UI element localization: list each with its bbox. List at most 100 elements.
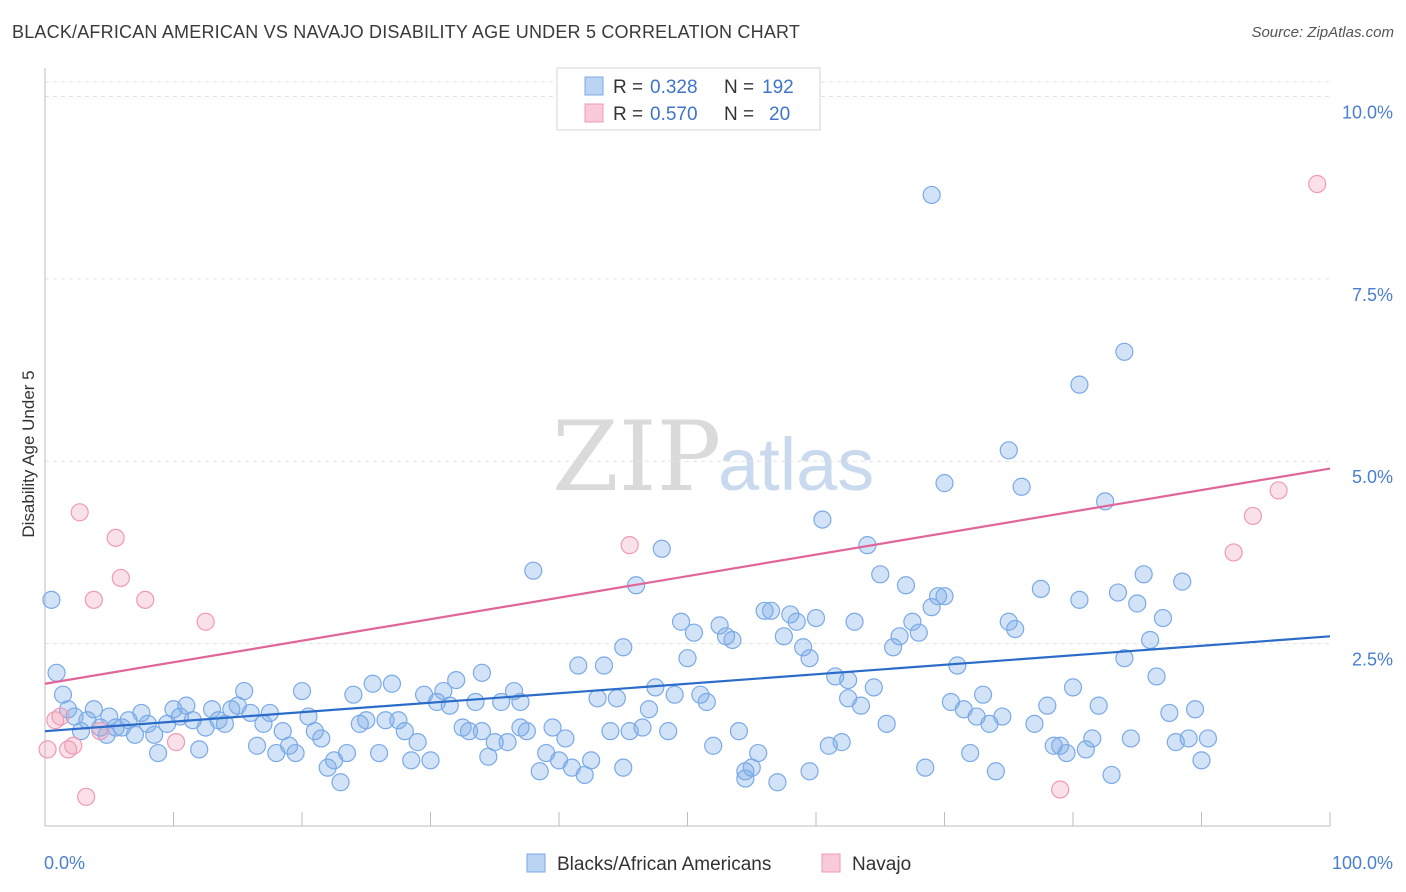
point-blacks-83 <box>569 656 588 675</box>
trend-line-blacks <box>44 635 1331 733</box>
point-navajo-6 <box>77 787 96 806</box>
point-blacks-31 <box>235 681 254 701</box>
point-navajo-14 <box>620 536 639 555</box>
point-blacks-60 <box>421 751 440 770</box>
point-blacks-169 <box>1128 594 1147 613</box>
point-blacks-136 <box>909 623 928 642</box>
point-blacks-109 <box>736 769 755 788</box>
axes <box>44 68 1331 827</box>
point-blacks-5 <box>71 722 91 741</box>
point-blacks-163 <box>1089 696 1108 715</box>
legend-stats: R = 0.328 N = 192 R = 0.570 N = 20 <box>556 67 821 131</box>
point-blacks-181 <box>922 185 941 205</box>
point-blacks-180 <box>1198 729 1218 748</box>
point-blacks-179 <box>1192 751 1211 770</box>
point-blacks-101 <box>684 623 704 642</box>
point-blacks-79 <box>543 718 562 737</box>
y-tick-label-0: 2.5% <box>1352 650 1393 670</box>
point-blacks-52 <box>370 743 389 763</box>
point-blacks-129 <box>864 678 883 697</box>
point-blacks-116 <box>781 605 800 624</box>
legend-stats-swatch-pink <box>584 103 604 123</box>
point-blacks-144 <box>961 743 980 763</box>
point-blacks-98 <box>665 685 684 704</box>
point-blacks-3 <box>59 700 78 719</box>
point-blacks-90 <box>614 758 633 777</box>
point-blacks-14 <box>125 725 145 744</box>
legend-swatch-blacks <box>526 853 546 873</box>
point-blacks-33 <box>247 736 267 755</box>
point-navajo-16 <box>1224 543 1243 562</box>
point-blacks-172 <box>1147 667 1166 686</box>
point-blacks-184 <box>999 441 1018 460</box>
point-blacks-1 <box>47 663 66 682</box>
y-tick-labels: 2.5% 5.0% 7.5% 10.0% <box>1342 102 1393 669</box>
point-blacks-77 <box>530 762 549 781</box>
point-blacks-130 <box>871 565 890 584</box>
point-navajo-19 <box>1308 174 1327 194</box>
point-blacks-191 <box>472 722 491 741</box>
point-blacks-108 <box>729 722 749 741</box>
watermark-atlas: atlas <box>718 423 874 506</box>
point-blacks-152 <box>1012 477 1031 496</box>
point-blacks-94 <box>639 700 659 719</box>
point-blacks-126 <box>845 612 864 631</box>
legend-label-blacks: Blacks/African Americans <box>557 854 771 875</box>
point-blacks-166 <box>1108 583 1128 602</box>
point-blacks-57 <box>402 751 421 770</box>
trend-lines <box>44 467 1331 733</box>
point-blacks-140 <box>935 587 954 606</box>
point-blacks-119 <box>800 762 819 781</box>
point-blacks-42 <box>305 722 324 741</box>
point-blacks-76 <box>524 561 543 580</box>
point-navajo-11 <box>136 590 155 609</box>
point-blacks-46 <box>331 773 350 792</box>
x-tick-label-0: 0.0% <box>44 853 85 873</box>
point-blacks-160 <box>1070 590 1089 609</box>
point-blacks-75 <box>517 722 536 741</box>
point-blacks-24 <box>190 740 209 759</box>
point-blacks-17 <box>145 725 164 744</box>
point-blacks-88 <box>601 722 620 741</box>
point-blacks-68 <box>472 663 491 682</box>
point-blacks-177 <box>1179 729 1198 748</box>
point-blacks-0 <box>42 590 61 609</box>
watermark-zip: ZIP <box>552 401 721 513</box>
y-tick-label-2: 7.5% <box>1352 285 1393 305</box>
point-blacks-161 <box>1076 740 1095 759</box>
point-blacks-51 <box>363 674 382 693</box>
point-blacks-63 <box>440 696 459 715</box>
point-blacks-132 <box>883 638 903 657</box>
point-blacks-15 <box>132 703 151 723</box>
point-blacks-50 <box>357 711 376 730</box>
point-blacks-118 <box>794 638 813 657</box>
point-blacks-150 <box>999 612 1018 631</box>
point-blacks-99 <box>671 612 691 631</box>
point-navajo-4 <box>64 736 83 755</box>
point-navajo-17 <box>1243 506 1263 526</box>
trend-line-navajo <box>44 467 1331 685</box>
point-blacks-43 <box>312 729 331 748</box>
point-blacks-47 <box>337 743 357 763</box>
point-blacks-176 <box>1173 572 1192 591</box>
point-blacks-67 <box>466 692 485 712</box>
point-blacks-64 <box>447 670 466 690</box>
point-blacks-138 <box>922 598 941 617</box>
point-blacks-96 <box>652 539 671 558</box>
point-navajo-8 <box>91 722 110 741</box>
point-blacks-135 <box>903 612 922 631</box>
point-blacks-89 <box>607 689 626 708</box>
legend-n-value-blue: 192 <box>762 77 794 98</box>
series-blacks-points <box>42 185 1218 792</box>
y-axis-label: Disability Age Under 5 <box>19 370 38 537</box>
point-blacks-10 <box>100 707 119 726</box>
point-blacks-134 <box>896 576 916 595</box>
point-blacks-182 <box>1115 342 1134 361</box>
point-blacks-151 <box>1006 619 1025 639</box>
point-blacks-103 <box>697 692 716 712</box>
point-blacks-72 <box>498 733 517 752</box>
point-blacks-54 <box>382 674 402 693</box>
point-blacks-154 <box>1031 579 1050 599</box>
y-tick-label-1: 5.0% <box>1352 467 1393 487</box>
